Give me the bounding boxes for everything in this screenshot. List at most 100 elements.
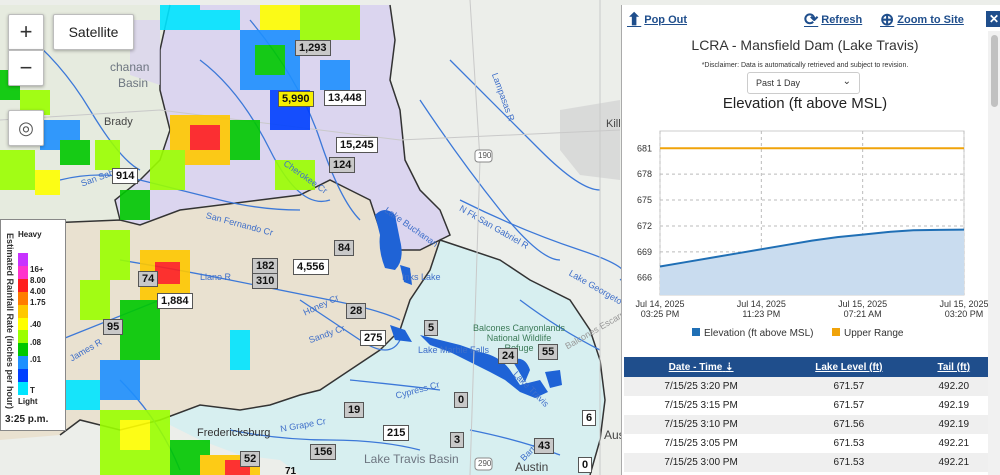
cell-date-time: 7/15/25 3:10 PM [624, 415, 779, 434]
readings-table: Date - Time ⇣ Lake Level (ft) Tail (ft) … [624, 357, 988, 472]
gauge-marker[interactable]: 1,884 [157, 293, 193, 309]
x-tick-label: 07:21 AM [844, 309, 882, 319]
gauge-marker[interactable]: 275 [360, 330, 387, 346]
satellite-toggle-button[interactable]: Satellite [53, 14, 134, 50]
time-period-value: Past 1 Day [756, 78, 801, 88]
x-tick-label: 03:25 PM [641, 309, 680, 319]
legend-title-text: Estimated Rainfall Rate (inches per hour… [5, 232, 15, 410]
panel-scrollbar[interactable] [988, 31, 1000, 475]
zoom-to-site-button[interactable]: ⊕ Zoom to Site [880, 10, 964, 30]
gauge-marker[interactable]: 182 [252, 258, 279, 274]
y-tick-label: 669 [637, 247, 652, 257]
lake-label-inks: Inks Lake [402, 272, 441, 282]
cell-lake-level: 671.56 [778, 415, 920, 434]
refresh-button[interactable]: ⟳ Refresh [804, 10, 862, 30]
gauge-marker[interactable]: 24 [498, 348, 519, 364]
legend-tick: .08 [30, 338, 42, 347]
gauge-marker[interactable]: 19 [344, 402, 365, 418]
place-label-basin: Basin [118, 76, 149, 90]
x-tick-label: Jul 14, 2025 [635, 299, 684, 309]
crosshair-icon: ◎ [18, 117, 34, 138]
gauge-marker[interactable]: 3 [450, 432, 465, 448]
cell-tail: 492.19 [919, 396, 988, 415]
gauge-marker-highlighted[interactable]: 5,990 [278, 91, 314, 107]
place-label-austin-b: Austin [515, 460, 549, 474]
cell-tail: 492.21 [919, 434, 988, 453]
time-period-select[interactable]: Past 1 Day ⌄ [747, 72, 860, 94]
gauge-marker[interactable]: 0 [454, 392, 469, 408]
gauge-marker[interactable]: 5 [424, 320, 439, 336]
table-body: 7/15/25 3:20 PM 671.57 492.20 7/15/25 3:15 … [624, 377, 988, 472]
place-label-lake-travis-basin: Lake Travis Basin [364, 452, 459, 466]
x-tick-label: 11:23 PM [742, 309, 780, 319]
cell-tail: 492.21 [919, 453, 988, 472]
gauge-marker[interactable]: 0 [578, 457, 593, 473]
gauge-marker[interactable]: 124 [329, 157, 356, 173]
table-header-row: Date - Time ⇣ Lake Level (ft) Tail (ft) [624, 357, 988, 377]
gauge-marker[interactable]: 52 [240, 451, 261, 467]
cell-date-time: 7/15/25 3:00 PM [624, 453, 779, 472]
rainfall-legend: Estimated Rainfall Rate (inches per hour… [0, 219, 66, 431]
legend-light-label: Light [18, 397, 38, 406]
pop-out-button[interactable]: ⬆ Pop Out [627, 10, 687, 30]
x-tick-label: Jul 15, 2025 [939, 299, 988, 309]
gauge-marker[interactable]: 13,448 [324, 90, 366, 106]
legend-color-swatch [18, 343, 28, 357]
gauge-marker[interactable]: 55 [538, 344, 559, 360]
table-row[interactable]: 7/15/25 3:00 PM 671.53 492.21 [624, 453, 988, 472]
x-tick-label: 03:20 PM [945, 309, 984, 319]
table-row[interactable]: 7/15/25 3:05 PM 671.53 492.21 [624, 434, 988, 453]
legend-tick: T [30, 386, 35, 395]
zoom-out-button[interactable]: − [8, 50, 44, 86]
legend-color-swatch [18, 304, 28, 318]
gauge-marker[interactable]: 6 [582, 410, 597, 426]
column-header-date-time[interactable]: Date - Time ⇣ [624, 357, 779, 377]
gauge-marker[interactable]: 43 [534, 438, 555, 454]
gauge-marker[interactable]: 1,293 [295, 40, 331, 56]
table-row[interactable]: 7/15/25 3:15 PM 671.57 492.19 [624, 396, 988, 415]
elevation-area [660, 229, 964, 295]
gauge-marker[interactable]: 4,556 [293, 259, 329, 275]
legend-entry: Elevation (ft above MSL) [704, 328, 814, 339]
x-tick-label: Jul 14, 2025 [737, 299, 786, 309]
legend-entry: Upper Range [844, 328, 904, 339]
legend-color-swatch [18, 252, 28, 266]
gauge-marker[interactable]: 15,245 [336, 137, 378, 153]
legend-color-swatch [18, 369, 28, 383]
site-detail-panel: ⬆ Pop Out ⟳ Refresh ⊕ Zoom to Site ✕ LCR… [621, 5, 1000, 475]
pop-out-label: Pop Out [644, 14, 688, 26]
upload-icon: ⬆ [627, 10, 642, 29]
legend-swatch [692, 328, 700, 336]
cell-lake-level: 671.57 [778, 396, 920, 415]
gauge-marker[interactable]: 28 [346, 303, 367, 319]
zoom-in-magnifier-icon: ⊕ [880, 10, 895, 29]
gauge-marker[interactable]: 914 [112, 168, 139, 184]
refresh-label: Refresh [821, 14, 863, 26]
cell-date-time: 7/15/25 3:05 PM [624, 434, 779, 453]
place-label-austin-a: Aus [604, 428, 625, 442]
table-row[interactable]: 7/15/25 3:10 PM 671.56 492.19 [624, 415, 988, 434]
locate-button[interactable]: ◎ [8, 110, 44, 146]
gauge-marker[interactable]: 156 [310, 444, 337, 460]
gauge-marker[interactable]: 310 [252, 273, 279, 289]
y-tick-label: 678 [637, 169, 652, 179]
highway-shield-190: 190 [478, 151, 492, 160]
zoom-in-button[interactable]: + [8, 14, 44, 50]
scrollbar-thumb[interactable] [991, 35, 998, 107]
column-header-lake-level[interactable]: Lake Level (ft) [778, 357, 920, 377]
gauge-marker[interactable]: 215 [383, 425, 410, 441]
river-label-llano: Llano R [200, 272, 232, 282]
gauge-marker[interactable]: 84 [334, 240, 355, 256]
elevation-line [659, 228, 965, 268]
column-header-tail[interactable]: Tail (ft) [919, 357, 988, 377]
place-label-fredericksburg: Fredericksburg [197, 427, 271, 439]
legend-tick: 4.00 [30, 287, 46, 296]
gauge-marker[interactable]: 74 [138, 271, 159, 287]
table-row[interactable]: 7/15/25 3:20 PM 671.57 492.20 [624, 377, 988, 396]
close-panel-button[interactable]: ✕ [986, 11, 1000, 27]
sort-descending-icon: ⇣ [725, 361, 734, 373]
legend-color-swatch [18, 356, 28, 370]
gauge-marker[interactable]: 95 [103, 319, 124, 335]
